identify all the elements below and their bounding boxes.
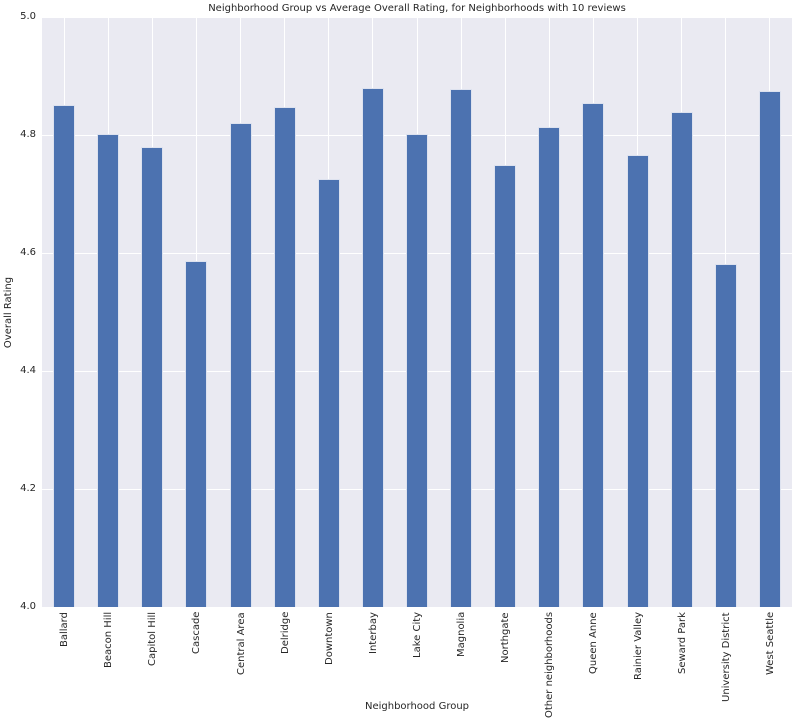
x-tick-label: Magnolia: [456, 611, 468, 657]
y-tick-label: 4.6: [20, 247, 36, 258]
x-tick-label: Queen Anne: [588, 612, 600, 674]
x-tick-label: Cascade: [191, 611, 203, 654]
bar-seward-park: [670, 112, 693, 607]
x-axis-label: Neighborhood Group: [364, 701, 470, 712]
x-tick-label: Central Area: [235, 612, 247, 675]
bar-ballard: [53, 104, 76, 607]
x-tick-label: Capitol Hill: [147, 611, 159, 666]
x-tick-label: Ballard: [59, 612, 71, 647]
y-tick-label: 4.8: [20, 129, 36, 140]
bar-central-area: [229, 122, 252, 607]
bar-delridge: [273, 107, 296, 607]
bar-beacon-hill: [97, 133, 120, 607]
x-tick-label: Seward Park: [676, 612, 688, 674]
bar-rainier-valley: [626, 155, 649, 607]
y-tick-label: 4.0: [20, 601, 36, 612]
bar-west-seattle: [758, 91, 781, 607]
bar-cascade: [185, 261, 208, 607]
plot-area: [42, 16, 792, 607]
x-tick-label: Delridge: [279, 611, 291, 654]
x-tick-label: Rainier Valley: [632, 611, 644, 680]
bar-capitol-hill: [141, 146, 164, 607]
bar-queen-anne: [582, 103, 605, 607]
x-tick-label: Interbay: [367, 612, 379, 654]
y-tick-label: 5.0: [20, 11, 36, 22]
bar-other-neighborhoods: [538, 127, 561, 607]
chart-title: Neighborhood Group vs Average Overall Ra…: [208, 3, 626, 14]
bar-lake-city: [406, 134, 428, 607]
x-tick-label: Beacon Hill: [103, 611, 115, 668]
x-tick-label: Downtown: [323, 612, 335, 665]
x-tick-label: Northgate: [500, 612, 512, 663]
bar-university-district: [714, 263, 737, 607]
x-tick-label: Lake City: [412, 611, 423, 658]
x-tick-label: University District: [720, 612, 732, 702]
x-tick-label: West Seattle: [764, 611, 776, 675]
bar-northgate: [494, 165, 517, 607]
bar-magnolia: [450, 88, 473, 607]
bar-interbay: [361, 88, 384, 607]
y-axis-label: Overall Rating: [3, 276, 15, 348]
y-tick-label: 4.2: [20, 483, 36, 494]
y-tick-label: 4.4: [20, 365, 36, 376]
bar-downtown: [317, 178, 340, 607]
y-axis-label-container: Overall Rating: [2, 17, 16, 607]
